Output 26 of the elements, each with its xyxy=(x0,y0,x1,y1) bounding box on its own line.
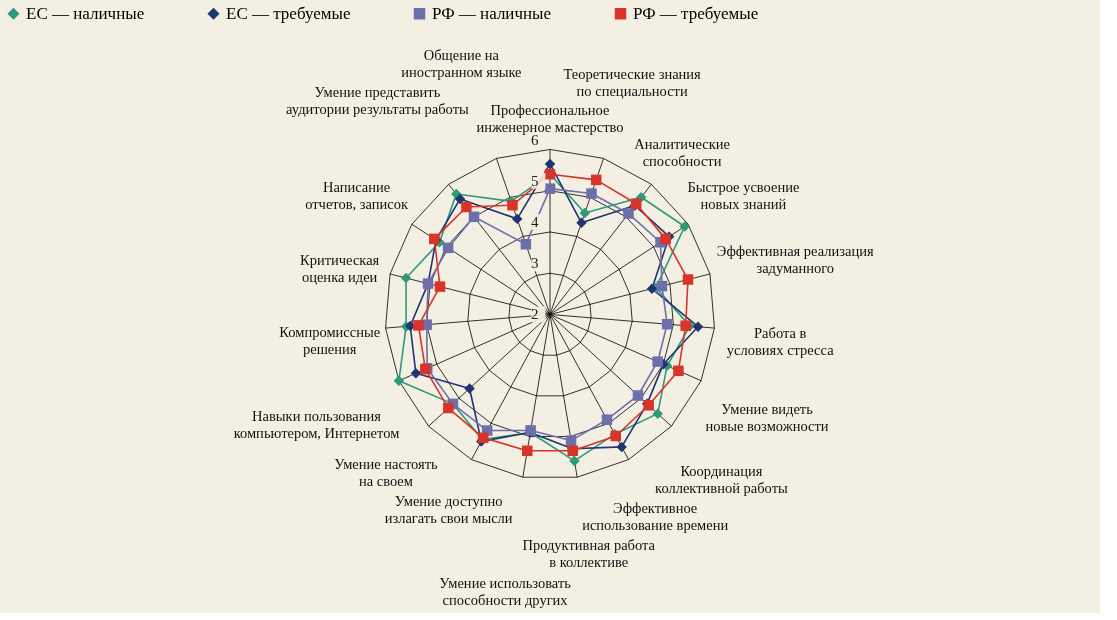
spoke-label: Умение настоять на своем xyxy=(334,456,439,490)
legend-label: ЕС — наличные xyxy=(26,3,145,23)
spoke-label: Написание отчетов, записок xyxy=(305,179,409,213)
spoke-label: Общение на иностранном языке xyxy=(401,47,522,81)
spoke-label: Эффективное использование времени xyxy=(582,499,729,533)
y-tick-label: 2 xyxy=(530,306,539,323)
spoke-label: Аналитические способности xyxy=(634,135,730,169)
spoke-label: Координация коллективной работы xyxy=(655,463,789,497)
spoke-label: Теоретические знания по специальности xyxy=(563,66,702,100)
spoke-label: Умение видеть новые возможности xyxy=(705,400,829,434)
spoke-label: Умение доступно излагать свои мысли xyxy=(384,492,513,526)
legend-label: РФ — требуемые xyxy=(633,3,759,23)
y-tick-label: 4 xyxy=(530,214,539,231)
spoke-label: Умение представить аудитории результаты работы xyxy=(286,83,469,117)
legend-label: ЕС — требуемые xyxy=(226,3,351,23)
y-tick-label: 3 xyxy=(530,255,539,272)
spoke-label: Умение использовать способности других xyxy=(439,574,572,608)
spoke-label: Продуктивная работа в коллективе xyxy=(522,537,656,571)
spoke-label: Критическая оценка идеи xyxy=(300,252,380,286)
spoke-label: Работа в условиях стресса xyxy=(726,324,835,358)
spoke-label: Быстрое усвоение новых знаний xyxy=(687,179,800,213)
spoke-label: Навыки пользования компьютером, Интернетом xyxy=(233,407,400,441)
y-tick-label: 5 xyxy=(530,172,539,189)
spoke-label: Компромиссные решения xyxy=(279,323,381,357)
legend-label: РФ — наличные xyxy=(432,3,552,23)
spoke-label: Эффективная реализация задуманного xyxy=(716,243,874,277)
